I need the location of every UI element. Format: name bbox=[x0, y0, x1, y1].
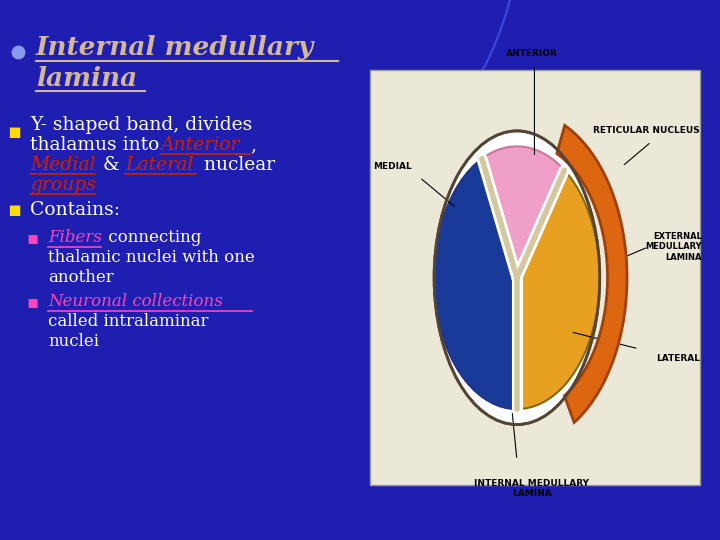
Text: Neuronal collections: Neuronal collections bbox=[48, 294, 222, 310]
Text: connecting: connecting bbox=[103, 230, 202, 246]
Text: called intralaminar: called intralaminar bbox=[48, 314, 209, 330]
Text: thalamic nuclei with one: thalamic nuclei with one bbox=[48, 249, 255, 267]
Text: Internal medullary: Internal medullary bbox=[36, 36, 314, 60]
Text: Y- shaped band, divides: Y- shaped band, divides bbox=[30, 116, 252, 134]
Text: ANTERIOR: ANTERIOR bbox=[505, 49, 557, 58]
Text: LATERAL: LATERAL bbox=[656, 354, 700, 362]
Text: lamina: lamina bbox=[36, 65, 138, 91]
Text: Fibers: Fibers bbox=[48, 230, 102, 246]
Text: thalamus into: thalamus into bbox=[30, 136, 166, 154]
Polygon shape bbox=[557, 125, 627, 422]
Text: another: another bbox=[48, 269, 114, 287]
Text: ▪: ▪ bbox=[26, 229, 38, 247]
Text: Medial: Medial bbox=[30, 156, 96, 174]
Ellipse shape bbox=[434, 131, 600, 424]
Text: &: & bbox=[97, 156, 126, 174]
FancyBboxPatch shape bbox=[370, 70, 700, 485]
Wedge shape bbox=[517, 170, 600, 409]
Text: Lateral: Lateral bbox=[125, 156, 194, 174]
Text: INTERNAL MEDULLARY
LAMINA: INTERNAL MEDULLARY LAMINA bbox=[474, 478, 589, 498]
Text: ▪: ▪ bbox=[7, 200, 21, 220]
Text: MEDIAL: MEDIAL bbox=[373, 162, 412, 171]
Text: nuclear: nuclear bbox=[198, 156, 275, 174]
Text: Contains:: Contains: bbox=[30, 201, 120, 219]
Text: EXTERNAL
MEDULLARY
LAMINA: EXTERNAL MEDULLARY LAMINA bbox=[645, 232, 702, 262]
Text: Anterior: Anterior bbox=[160, 136, 240, 154]
Text: ,: , bbox=[250, 136, 256, 154]
Text: nuclei: nuclei bbox=[48, 334, 99, 350]
Wedge shape bbox=[434, 159, 517, 409]
Text: ▪: ▪ bbox=[26, 293, 38, 311]
Wedge shape bbox=[482, 146, 564, 278]
Text: groups: groups bbox=[30, 176, 96, 194]
Text: ▪: ▪ bbox=[7, 122, 21, 142]
Text: RETICULAR NUCLEUS: RETICULAR NUCLEUS bbox=[593, 126, 700, 136]
